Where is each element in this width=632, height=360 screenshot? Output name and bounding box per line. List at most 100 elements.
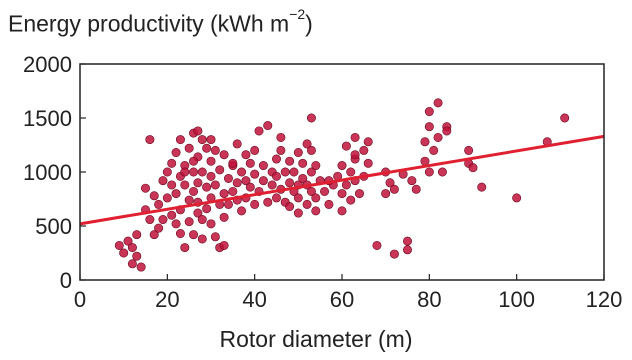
data-point [197,135,207,145]
data-point [293,193,303,203]
data-point [354,189,364,199]
data-point [223,173,233,183]
y-tick-label: 500 [35,214,72,239]
data-point [154,199,164,209]
data-point [219,189,229,199]
ticks-layer: 0 20 40 60 80 100 120 0 500 1000 1500 2000 [23,52,622,312]
data-point [149,191,159,201]
data-point [250,169,260,179]
data-point [189,167,199,177]
data-point [189,186,199,196]
data-point [180,243,190,253]
data-point [114,240,124,250]
data-point [175,135,185,145]
data-point [306,145,316,155]
data-point [154,223,164,233]
data-point [363,158,373,168]
x-axis-label: Rotor diameter (m) [219,326,413,352]
data-point [210,145,220,155]
data-point [193,208,203,218]
data-point [512,193,522,203]
data-point [346,195,356,205]
data-point [228,186,238,196]
data-point [285,156,295,166]
data-point [306,186,316,196]
data-point [293,208,303,218]
data-point [171,189,181,199]
data-point [171,219,181,229]
data-point [477,182,487,192]
data-point [127,243,137,253]
data-point [298,173,308,183]
data-point [437,167,447,177]
plot-frame [79,63,605,281]
y-axis-label-text: Energy productivity (kWh m [8,10,290,37]
data-point [258,161,268,171]
data-point [241,176,251,186]
data-point [311,161,321,171]
data-point [232,139,242,149]
data-point [363,137,373,147]
y-tick-label: 0 [60,268,72,293]
x-tick-label: 20 [155,287,179,312]
data-point [285,178,295,188]
data-point [219,240,229,250]
data-point [420,156,430,166]
data-point [145,215,155,225]
data-point [424,107,434,117]
data-point [293,148,303,158]
data-point [127,259,137,269]
data-point [132,251,142,261]
x-tick-label: 40 [242,287,266,312]
data-point [206,171,216,181]
data-point [145,135,155,145]
data-point [306,113,316,123]
data-point [202,143,212,153]
data-point [311,206,321,216]
data-point [162,167,172,177]
data-point [389,249,399,259]
data-point [202,204,212,214]
data-point [254,126,264,136]
data-point [420,137,430,147]
data-point [359,145,369,155]
data-point [250,199,260,209]
points-layer [114,98,570,272]
data-point [424,167,434,177]
trendline [79,134,605,226]
data-point [223,199,233,209]
y-axis-label-exponent: −2 [289,6,306,22]
data-point [280,167,290,177]
data-point [298,158,308,168]
data-point [341,180,351,190]
data-point [158,176,168,186]
data-point [433,98,443,108]
data-point [180,167,190,177]
data-point [258,176,268,186]
data-point [202,182,212,192]
data-point [167,210,177,220]
data-point [276,145,286,155]
data-point [184,143,194,153]
data-point [158,215,168,225]
x-tick-label: 80 [417,287,441,312]
data-point [271,154,281,164]
data-point [263,197,273,207]
data-point [141,183,151,193]
data-point [184,195,194,205]
data-point [149,230,159,240]
data-point [219,212,229,222]
data-point [241,150,251,160]
data-point [346,167,356,177]
data-point [385,178,395,188]
data-point [219,150,229,160]
data-point [433,132,443,142]
data-point [271,171,281,181]
data-point [193,126,203,136]
data-point [175,229,185,239]
data-point [560,113,570,123]
data-point [197,167,207,177]
y-axis-label: Energy productivity (kWh m−2) [8,6,313,38]
data-point [228,158,238,168]
